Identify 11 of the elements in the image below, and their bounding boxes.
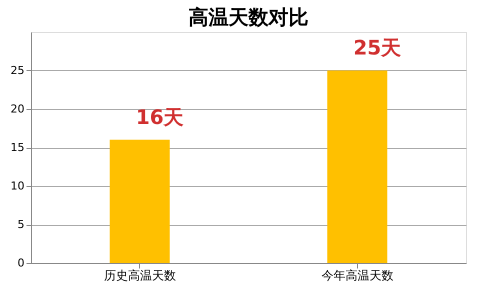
data-label: 25天 — [353, 36, 402, 60]
chart-title: 高温天数对比 — [188, 5, 308, 29]
y-tick-label: 25 — [10, 64, 24, 77]
y-tick-label: 20 — [10, 102, 24, 116]
y-tick-label: 10 — [10, 180, 24, 192]
y-tick-label: 5 — [18, 218, 24, 231]
y-tick-label: 15 — [10, 141, 24, 154]
x-tick-label: 历史高温天数 — [104, 268, 176, 282]
x-tick-label: 今年高温天数 — [321, 268, 394, 282]
data-label: 16天 — [136, 104, 184, 129]
y-tick-label: 0 — [18, 256, 24, 270]
